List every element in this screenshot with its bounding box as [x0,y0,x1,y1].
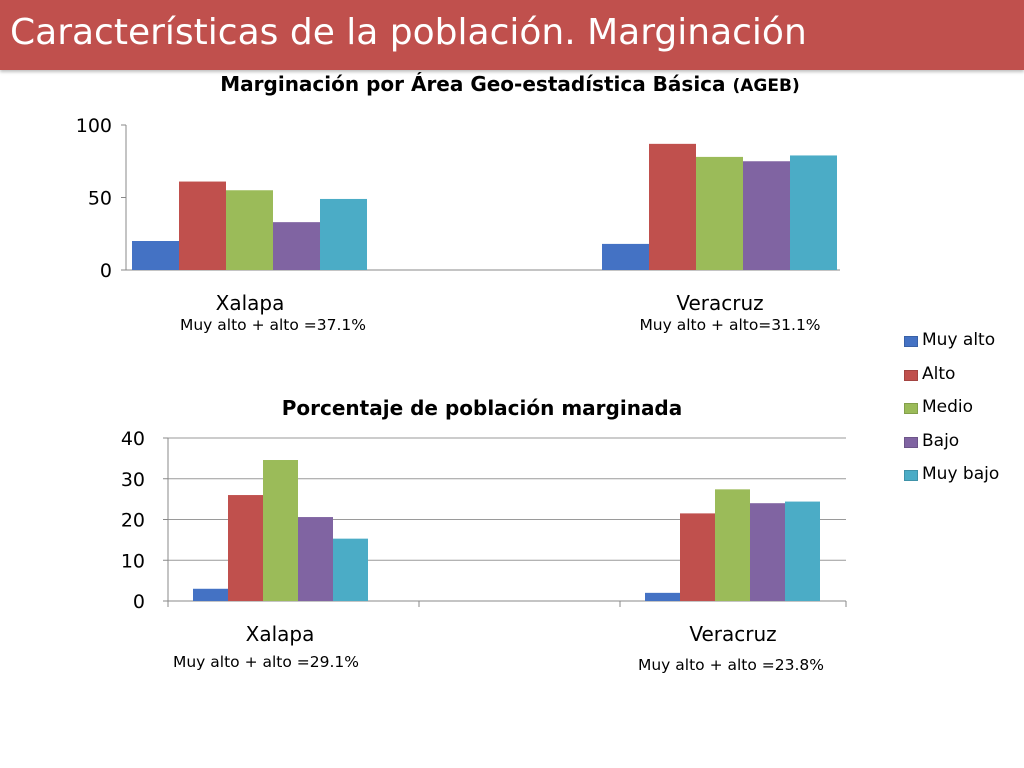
bar [696,156,743,270]
legend-label: Bajo [922,430,960,451]
category-note: Muy alto + alto =29.1% [173,653,359,671]
bar [649,143,696,270]
legend-label: Muy alto [922,330,996,350]
bar [790,155,837,270]
bar [680,513,715,601]
bar [320,198,367,270]
bar [179,181,226,270]
bar [132,241,179,270]
legend-swatch [904,403,918,414]
bar [298,517,333,601]
bar [333,538,368,601]
bar [785,501,820,601]
header-bar: Características de la población. Margina… [0,0,1024,70]
y-tick-label: 50 [88,188,112,210]
category-label: Veracruz [689,622,776,646]
bar [602,243,649,270]
bar [193,588,228,601]
y-tick-label: 40 [121,428,145,450]
bar [750,503,785,601]
y-tick-label: 0 [100,260,112,282]
bar [263,460,298,601]
bar [645,592,680,601]
legend-label: Medio [922,397,974,417]
page-title: Características de la población. Margina… [10,12,807,53]
category-label: Veracruz [676,291,763,315]
y-tick-label: 0 [133,591,145,613]
bar [273,222,320,270]
legend-label: Alto [922,363,956,384]
chart1-title: Marginación por Área Geo-estadística Bás… [220,72,799,96]
category-label: Xalapa [216,291,285,315]
category-label: Xalapa [246,622,315,646]
bar [226,190,273,270]
legend-swatch [904,470,918,481]
legend-swatch [904,436,918,448]
chart2-title: Porcentaje de población marginada [281,396,683,420]
y-tick-label: 20 [121,510,145,532]
y-tick-label: 30 [121,469,145,491]
category-note: Muy alto + alto =23.8% [638,656,824,674]
legend-swatch [904,369,918,381]
bar [743,161,790,270]
chart1-title-suffix: (AGEB) [732,76,800,96]
chart1-title-main: Marginación por Área Geo-estadística Bás… [220,72,726,96]
y-tick-label: 10 [121,550,145,572]
legend-label: Muy bajo [922,464,1000,484]
bar [715,489,750,601]
category-note: Muy alto + alto =37.1% [180,316,366,334]
y-tick-label: 100 [76,115,112,137]
bar [228,495,263,601]
category-note: Muy alto + alto=31.1% [639,316,820,334]
legend-swatch [904,336,918,347]
